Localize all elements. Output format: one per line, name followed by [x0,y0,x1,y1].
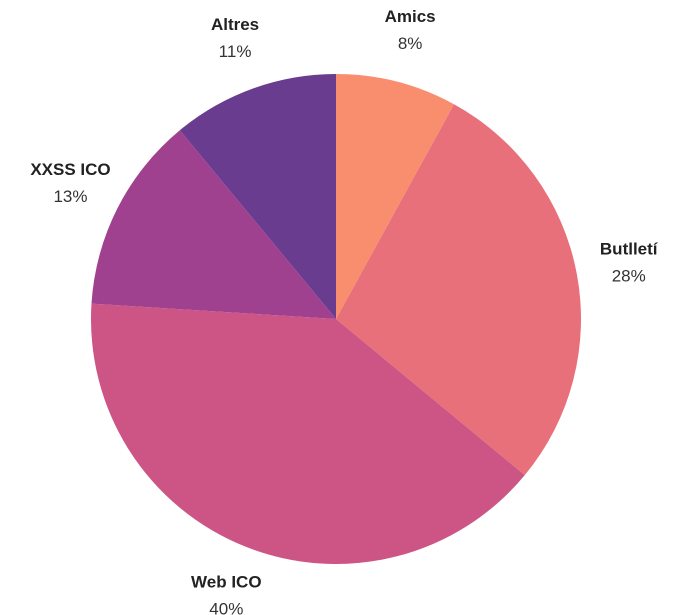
pie-slice [336,74,455,319]
slice-value-label: 13% [53,187,87,206]
slice-value-label: 8% [398,34,423,53]
slice-label: XXSS ICO [30,160,110,179]
slice-value-label: 11% [219,42,252,61]
pie-slice [91,303,525,564]
slice-label: Butlletí [600,240,659,259]
pie-slice [179,74,336,319]
slice-value-label: 40% [209,600,243,615]
slice-label: Amics [385,7,436,26]
pie-slice [336,104,581,476]
slice-label: Web ICO [191,573,262,592]
slice-label: Altres [211,15,259,34]
pie-slice [91,130,336,319]
slice-value-label: 28% [612,267,646,286]
